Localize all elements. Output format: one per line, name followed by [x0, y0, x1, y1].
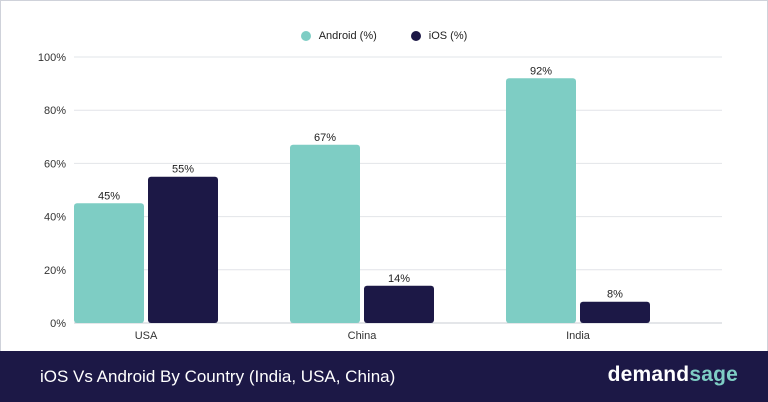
bar-ios [580, 301, 650, 323]
data-label-ios: 14% [388, 273, 410, 285]
x-category-label: USA [135, 330, 158, 342]
bar-android [74, 203, 144, 323]
bar-chart: 0% 20% 40% 60% 80% 100% 45% 55% USA 67% 14% China 92… [38, 52, 722, 342]
footer-banner: iOS Vs Android By Country (India, USA, C… [0, 351, 768, 402]
data-label-android: 45% [98, 190, 120, 202]
legend-swatch-ios [410, 31, 421, 41]
data-label-android: 92% [530, 65, 552, 77]
y-tick-label: 0% [50, 318, 66, 330]
data-label-android: 67% [314, 132, 336, 144]
brand-logo: demandsage [608, 363, 738, 387]
y-tick-label: 60% [44, 158, 66, 170]
logo-text-part2: sage [689, 363, 738, 386]
y-tick-label: 20% [44, 265, 66, 277]
bar-android [290, 144, 360, 323]
data-label-ios: 55% [172, 164, 194, 176]
y-tick-label: 100% [38, 52, 66, 64]
legend-item-ios: iOS (%) [410, 30, 468, 42]
x-category-label: China [348, 330, 378, 342]
bar-ios [148, 176, 218, 323]
chart-legend: Android (%) iOS (%) [0, 30, 768, 42]
x-category-label: India [566, 330, 591, 342]
legend-swatch-android [300, 31, 311, 41]
legend-label-ios: iOS (%) [428, 30, 468, 42]
bar-ios [364, 285, 434, 323]
chart-title: iOS Vs Android By Country (India, USA, C… [40, 367, 396, 386]
legend-item-android: Android (%) [300, 30, 377, 42]
logo-text-part1: demand [607, 363, 690, 386]
data-label-ios: 8% [607, 289, 623, 301]
y-tick-label: 80% [44, 105, 66, 117]
y-tick-label: 40% [44, 212, 66, 224]
bar-android [506, 78, 576, 323]
legend-label-android: Android (%) [318, 30, 377, 42]
